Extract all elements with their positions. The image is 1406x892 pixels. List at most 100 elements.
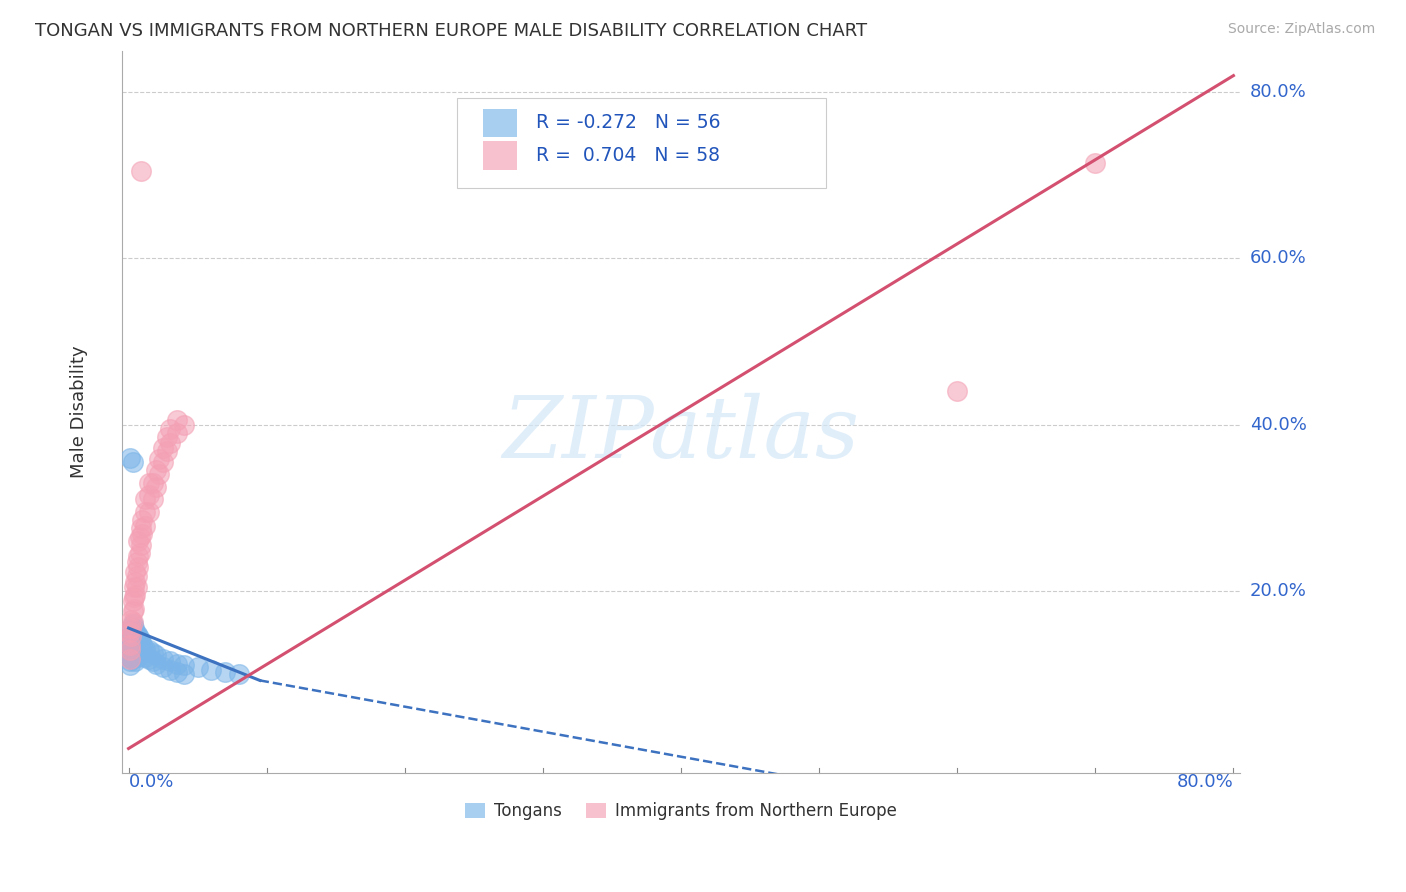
Point <box>152 660 174 674</box>
Text: TONGAN VS IMMIGRANTS FROM NORTHERN EUROPE MALE DISABILITY CORRELATION CHART: TONGAN VS IMMIGRANTS FROM NORTHERN EUROP… <box>35 22 868 40</box>
Point <box>127 650 149 665</box>
Point <box>121 604 143 618</box>
Point <box>200 663 222 677</box>
Point <box>122 602 145 616</box>
Point <box>128 632 150 646</box>
Point <box>145 480 167 494</box>
Point <box>134 492 156 507</box>
Point <box>173 666 195 681</box>
Point <box>1084 156 1107 170</box>
Point <box>156 444 179 458</box>
Text: ZIPatlas: ZIPatlas <box>502 392 859 475</box>
Point <box>142 646 165 660</box>
Point <box>127 640 149 655</box>
Point <box>122 591 145 605</box>
Point <box>159 422 181 436</box>
Point <box>122 633 145 648</box>
Point <box>121 593 143 607</box>
Point <box>173 417 195 432</box>
Point <box>145 657 167 671</box>
Point <box>122 580 145 594</box>
Point <box>129 538 152 552</box>
Point <box>118 654 141 668</box>
Point <box>142 654 165 668</box>
Text: R = -0.272   N = 56: R = -0.272 N = 56 <box>536 113 720 132</box>
Point <box>131 513 153 527</box>
Point <box>124 588 146 602</box>
Text: 20.0%: 20.0% <box>1250 582 1308 599</box>
Point <box>152 441 174 455</box>
Point <box>138 505 160 519</box>
Point <box>152 455 174 469</box>
Point <box>118 650 141 665</box>
Text: Male Disability: Male Disability <box>70 346 89 478</box>
Point <box>145 648 167 663</box>
Point <box>120 633 142 648</box>
Point <box>128 530 150 544</box>
Point <box>166 425 188 440</box>
Point <box>127 533 149 548</box>
Point <box>118 638 141 652</box>
Point <box>120 613 142 627</box>
Point <box>159 435 181 450</box>
Point <box>173 658 195 673</box>
Point <box>125 627 148 641</box>
Point <box>129 644 152 658</box>
Point <box>125 638 148 652</box>
Point <box>118 450 141 465</box>
Point <box>118 652 141 666</box>
Point <box>166 413 188 427</box>
Point <box>138 488 160 502</box>
Point <box>120 652 142 666</box>
Point <box>120 641 142 656</box>
Point <box>122 643 145 657</box>
Point <box>118 629 141 643</box>
Point <box>128 641 150 656</box>
Point <box>121 629 143 643</box>
Point <box>125 648 148 663</box>
Point <box>118 641 141 656</box>
Point <box>125 555 148 569</box>
Point <box>129 164 152 178</box>
Point <box>124 625 146 640</box>
Point <box>124 575 146 590</box>
Point <box>145 463 167 477</box>
Text: 40.0%: 40.0% <box>1250 416 1308 434</box>
Point <box>159 663 181 677</box>
Text: R =  0.704   N = 58: R = 0.704 N = 58 <box>536 146 720 165</box>
Point <box>129 521 152 535</box>
Point <box>148 467 170 482</box>
Point <box>214 665 236 679</box>
Point <box>120 621 142 635</box>
Point <box>148 452 170 467</box>
Point <box>121 650 143 665</box>
Point <box>127 549 149 563</box>
Point <box>121 640 143 654</box>
Point <box>134 641 156 656</box>
Point <box>138 475 160 490</box>
Point <box>120 629 142 643</box>
Point <box>946 384 969 399</box>
Point <box>124 635 146 649</box>
Point <box>159 654 181 668</box>
Point <box>118 625 141 640</box>
Point <box>120 621 142 635</box>
Point <box>131 646 153 660</box>
Point <box>129 635 152 649</box>
Legend: Tongans, Immigrants from Northern Europe: Tongans, Immigrants from Northern Europe <box>458 795 904 827</box>
Point <box>127 560 149 574</box>
Point <box>131 638 153 652</box>
Point <box>166 657 188 671</box>
Text: 80.0%: 80.0% <box>1177 773 1233 791</box>
Point <box>118 658 141 673</box>
FancyBboxPatch shape <box>457 97 827 188</box>
Point <box>187 660 209 674</box>
Point <box>121 616 143 631</box>
Point <box>124 566 146 580</box>
Bar <box>484 109 516 137</box>
Point <box>134 519 156 533</box>
Bar <box>484 141 516 170</box>
Point <box>138 652 160 666</box>
Point <box>134 505 156 519</box>
Point <box>121 455 143 469</box>
